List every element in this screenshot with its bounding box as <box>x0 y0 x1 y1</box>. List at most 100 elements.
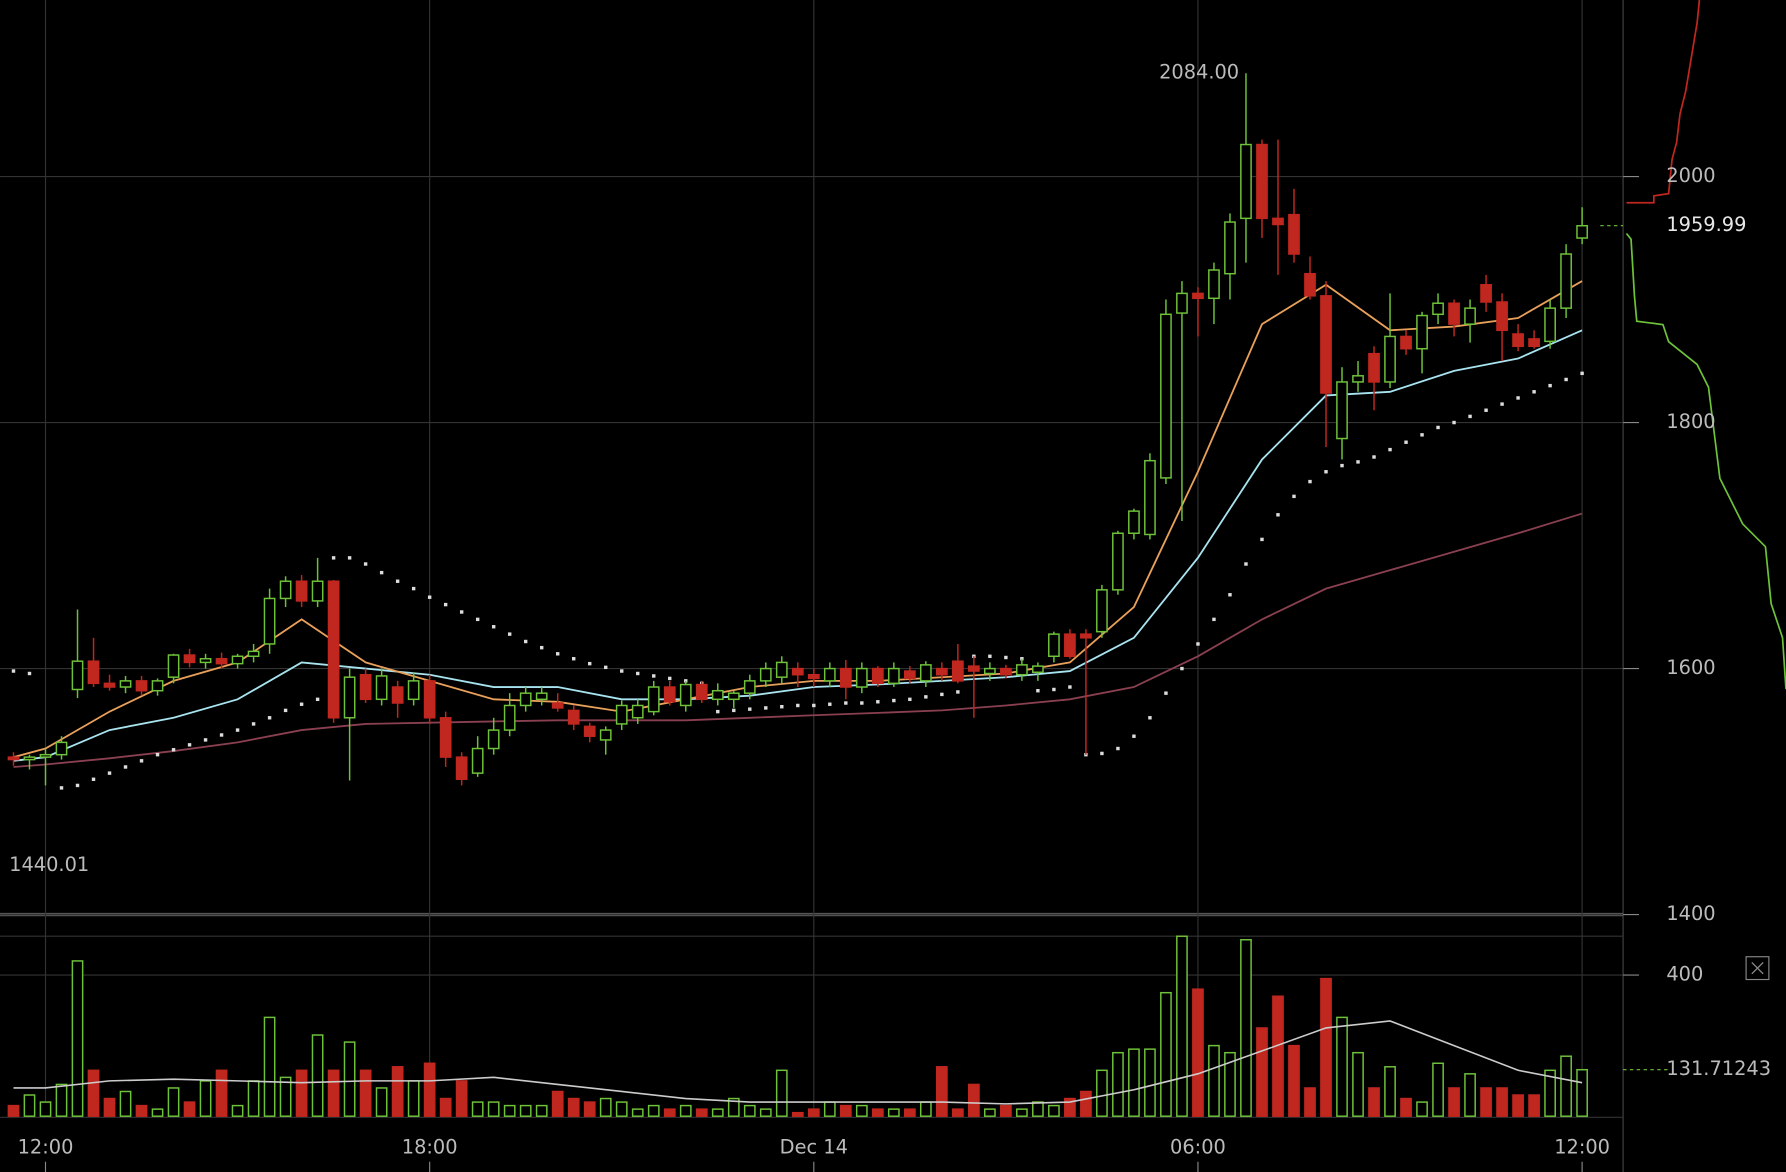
candle-body <box>1096 589 1108 633</box>
candle-body <box>1368 352 1380 383</box>
volume-bar <box>1064 1097 1076 1117</box>
volume-bar <box>535 1104 548 1117</box>
volume-bar <box>968 1083 980 1117</box>
sar-dot <box>475 617 480 622</box>
sar-dot <box>652 674 656 678</box>
volume-bar <box>1208 1044 1220 1117</box>
volume-bar <box>327 1069 340 1117</box>
sar-dot <box>1532 390 1536 394</box>
volume-bar <box>487 1101 500 1117</box>
candle-body <box>7 756 20 761</box>
volume-bar <box>1048 1104 1060 1117</box>
candle-body <box>759 667 772 682</box>
candle-body <box>1416 314 1428 350</box>
volume-bar <box>1240 939 1252 1117</box>
candle-body <box>503 704 516 731</box>
sar-dot <box>267 716 272 720</box>
volume-bar <box>791 1111 804 1117</box>
candle-body <box>791 667 804 676</box>
x-tick-label: 06:00 <box>1170 1136 1226 1159</box>
volume-bar <box>1448 1087 1460 1117</box>
sar-dot <box>1388 447 1392 452</box>
sar-dot <box>1292 494 1296 499</box>
sar-dot <box>892 698 896 703</box>
sar-dot <box>315 697 320 702</box>
sar-dot <box>668 676 672 681</box>
candle-body <box>71 660 84 691</box>
candle-body <box>519 692 532 707</box>
candle-body <box>1544 307 1556 343</box>
x-tick-label: 18:00 <box>402 1136 458 1159</box>
candle-body <box>247 650 260 658</box>
sar-dot <box>379 570 384 575</box>
volume-bar <box>263 1016 276 1117</box>
candle-body <box>1304 272 1316 297</box>
x-tick-label: Dec 14 <box>780 1136 848 1159</box>
volume-bar <box>199 1080 212 1117</box>
volume-bar <box>1160 991 1172 1117</box>
volume-bar <box>1496 1087 1508 1117</box>
candle-body <box>1208 269 1220 300</box>
candle-body <box>39 753 52 758</box>
sar-dot <box>27 671 32 676</box>
sar-dot <box>331 556 336 560</box>
candle-body <box>615 704 628 725</box>
volume-bar <box>759 1108 772 1117</box>
volume-bar <box>423 1062 436 1117</box>
candle-body <box>327 580 340 719</box>
volume-bar <box>215 1069 228 1117</box>
sar-dot <box>1548 383 1552 388</box>
candle-body <box>439 717 452 758</box>
volume-bar <box>359 1069 372 1117</box>
volume-bar <box>279 1076 292 1117</box>
sar-dot <box>988 654 992 658</box>
sar-dot <box>1500 402 1504 406</box>
high-label: 2084.00 <box>1159 61 1239 84</box>
sar-dot <box>860 701 864 705</box>
sar-dot <box>844 701 848 705</box>
volume-bar <box>1224 1051 1236 1117</box>
candle-body <box>1448 302 1460 325</box>
candle-body <box>487 729 500 750</box>
candle-body <box>391 686 404 704</box>
candle-body <box>1272 217 1284 226</box>
candle-body <box>583 725 596 737</box>
sar-dot <box>1068 685 1072 689</box>
volume-bar <box>1464 1073 1476 1117</box>
sar-dot <box>1324 470 1328 474</box>
sar-dot <box>812 703 816 708</box>
candle-body <box>407 680 420 701</box>
sar-dot <box>123 765 128 769</box>
candle-body <box>679 683 692 707</box>
candle-body <box>231 655 244 665</box>
volume-bar <box>55 1083 68 1117</box>
candle-body <box>343 676 356 719</box>
sar-dot <box>1340 463 1344 468</box>
candle-body <box>311 580 324 602</box>
volume-bar <box>727 1097 740 1117</box>
sar-dot <box>1436 425 1440 430</box>
candle-body <box>984 667 996 675</box>
candle-body <box>1496 301 1508 332</box>
sar-dot <box>828 702 832 706</box>
volume-bar <box>1256 1027 1268 1117</box>
candle-body <box>1176 292 1188 314</box>
volume-bar <box>1400 1097 1412 1117</box>
close-button[interactable] <box>1745 956 1770 981</box>
volume-bar <box>455 1080 468 1117</box>
volume-bar <box>391 1066 404 1117</box>
candle-body <box>1032 665 1044 673</box>
sar-dot <box>1452 420 1456 425</box>
sar-dot <box>171 748 176 752</box>
sar-dot <box>1132 734 1136 738</box>
candle-body <box>295 580 308 602</box>
candle-body <box>1384 335 1396 383</box>
candle-body <box>1432 302 1444 316</box>
low-label: 1440.01 <box>9 853 89 876</box>
volume-bar <box>1576 1068 1588 1117</box>
sar-dot <box>1484 408 1488 412</box>
sar-dot <box>1052 687 1056 692</box>
sar-dot <box>908 697 912 702</box>
candle-body <box>919 664 932 682</box>
